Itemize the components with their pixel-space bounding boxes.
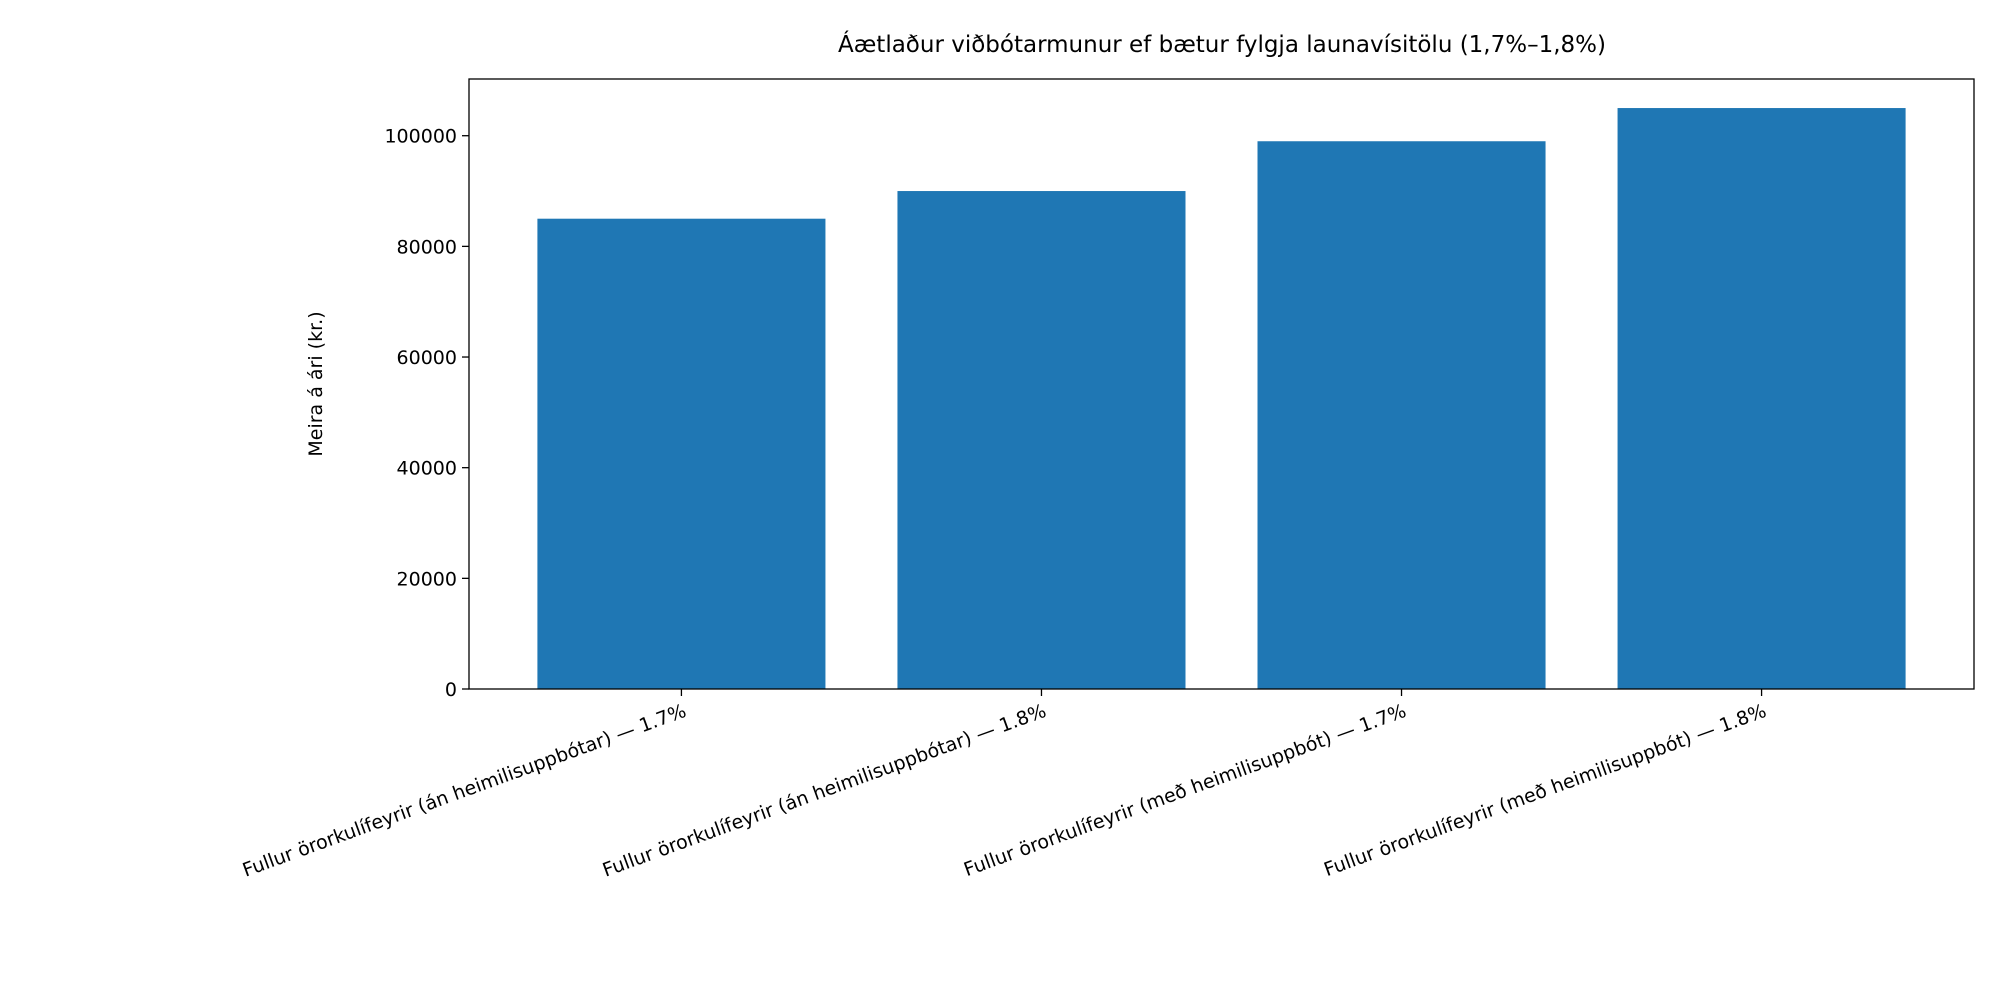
bar xyxy=(537,218,826,690)
y-tick-label: 20000 xyxy=(397,568,457,590)
y-tick-label: 40000 xyxy=(397,458,457,480)
bar xyxy=(1257,141,1546,690)
y-tick-label: 0 xyxy=(445,679,457,701)
plot-frame xyxy=(468,78,1975,690)
y-tick-label: 60000 xyxy=(397,347,457,369)
y-axis-label: Meira á ári (kr.) xyxy=(305,311,327,456)
chart-title: Áætlaður viðbótarmunur ef bætur fylgja l… xyxy=(838,30,1606,58)
y-tick-label: 80000 xyxy=(397,236,457,258)
bar xyxy=(897,191,1186,689)
y-tick-label: 100000 xyxy=(384,126,457,148)
bar xyxy=(1617,108,1906,690)
